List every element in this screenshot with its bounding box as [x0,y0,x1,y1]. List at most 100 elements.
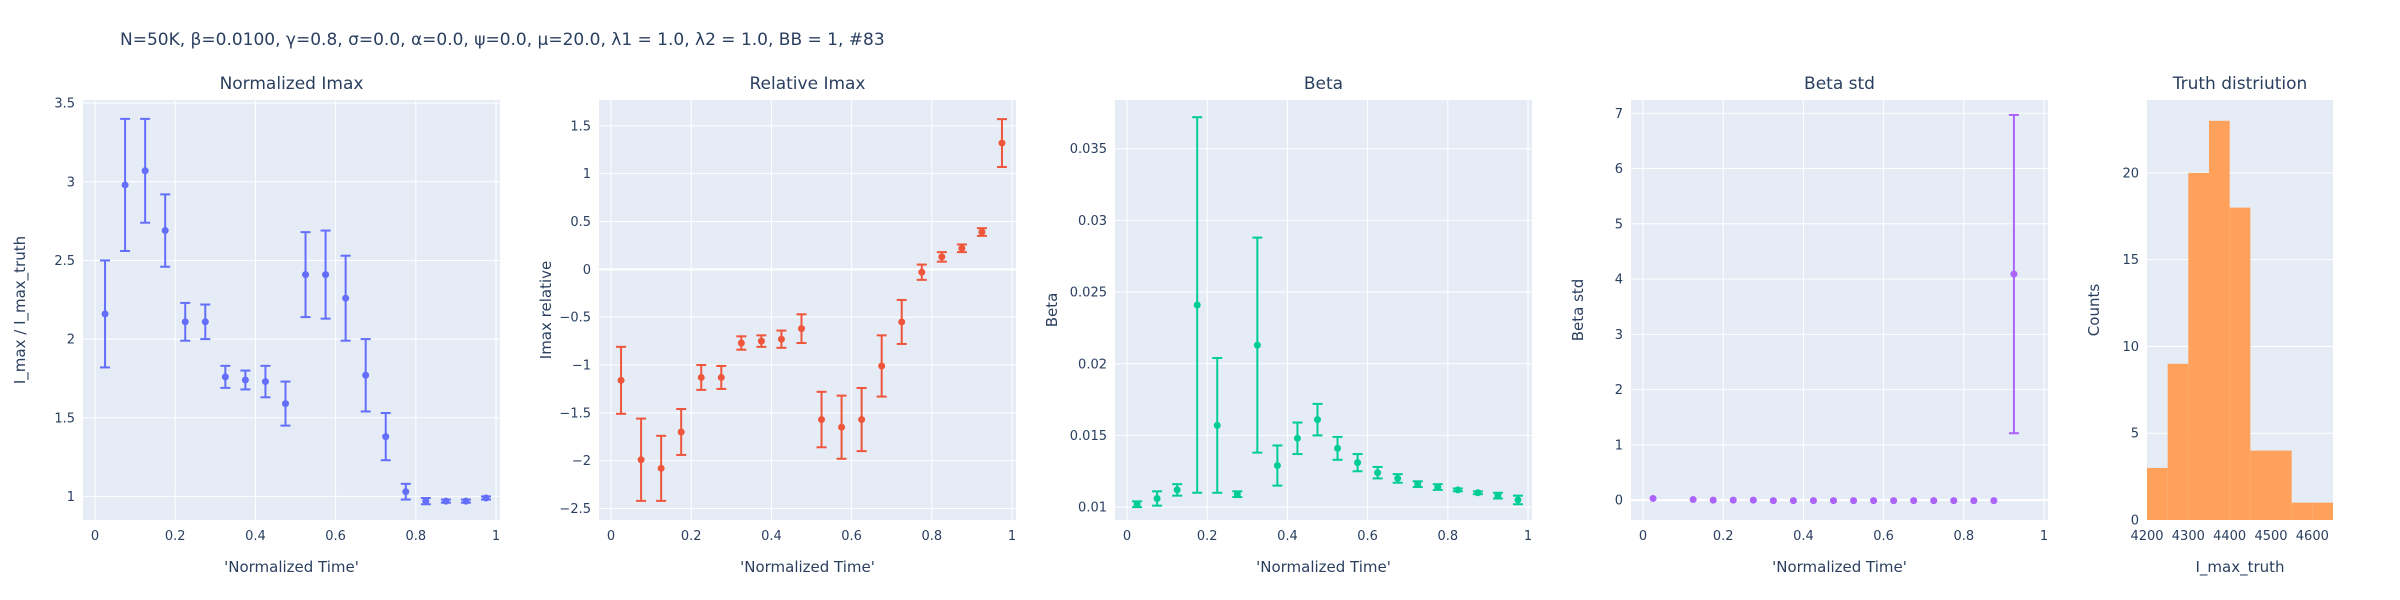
data-point [918,268,926,276]
data-point [1374,469,1382,477]
y-axis-label: Beta [1043,293,1061,328]
data-point [1173,486,1181,494]
data-point [1870,497,1878,505]
x-tick-label: 0.4 [245,529,266,544]
data-point [838,423,846,431]
subplot-5: 4200 4300 4400 4500 4600 0 5 10 15 20 Truth distri… [2085,74,2333,577]
y-tick-label: 15 [2122,253,2139,268]
y-tick-label: 1.5 [54,411,75,426]
data-point [1829,497,1837,505]
data-point [1990,497,1998,505]
data-point [1193,301,1201,309]
data-point [737,339,745,347]
data-point [1930,497,1938,505]
y-tick-label: −2 [572,454,591,469]
data-point [1789,497,1797,505]
data-point [1970,497,1978,505]
x-tick-label: 0.6 [841,529,862,544]
data-point [1313,416,1321,424]
histogram-bar [2229,207,2251,520]
data-point [422,497,430,505]
data-point [777,335,785,343]
y-tick-label: 0 [1615,494,1623,509]
data-point [797,325,805,333]
data-point [998,139,1006,147]
histogram-bar [2188,172,2209,520]
x-tick-label: 0.8 [1953,529,1974,544]
data-point [1354,459,1362,467]
subplot-title: Beta std [1804,74,1875,94]
x-tick-label: 0.8 [405,529,426,544]
x-tick-label: 0 [91,529,99,544]
y-axis-label: I_max / I_max_truth [11,236,30,384]
y-tick-label: 3 [67,175,75,190]
x-tick-label: 1 [1008,529,1016,544]
y-tick-label: 10 [2122,340,2139,355]
y-tick-label: 1.5 [570,119,591,134]
data-point [221,373,229,381]
data-point [1454,486,1462,494]
x-tick-label: 0.4 [1793,529,1814,544]
data-point [1414,480,1422,488]
y-tick-label: 6 [1615,162,1623,177]
x-tick-label: 0.4 [761,529,782,544]
y-tick-label: −2.5 [559,502,591,517]
x-axis-label: 'Normalized Time' [224,558,359,576]
x-tick-label: 0.2 [165,529,186,544]
data-point [322,271,330,279]
x-tick-label: 0 [607,529,615,544]
data-point [938,253,946,261]
data-point [181,318,189,326]
x-tick-label: 4300 [2172,529,2205,544]
data-point [1950,497,1958,505]
y-tick-label: −1 [572,359,591,374]
data-point [818,416,826,424]
data-point [717,373,725,381]
data-point [697,373,705,381]
data-point [1213,421,1221,429]
x-tick-label: 0.2 [1713,529,1734,544]
subplot-1: 0 0.2 0.4 0.6 0.8 1 1 1.5 2 2.5 3 3.5 Normalized Ima… [11,74,500,576]
histogram-bar [2209,120,2230,520]
y-tick-label: 1 [583,167,591,182]
data-point [281,400,289,408]
x-tick-label: 0.2 [681,529,702,544]
data-point [462,497,470,505]
data-point [302,271,310,279]
x-tick-label: 0.6 [1357,529,1378,544]
y-tick-label: 5 [1615,217,1623,232]
y-tick-label: 5 [2131,427,2139,442]
data-point [1153,494,1161,502]
y-tick-label: 20 [2122,166,2139,181]
y-axis-label: Imax relative [537,261,555,359]
y-tick-label: 0.035 [1070,142,1107,157]
data-point [261,378,269,386]
data-point [657,464,665,472]
y-tick-label: 0 [2131,514,2139,529]
data-point [241,376,249,384]
x-axis-label: 'Normalized Time' [740,558,875,576]
subplot-4: 0 0.2 0.4 0.6 0.8 1 0 1 2 3 4 5 6 7 Beta std 'Normalize… [1569,74,2048,576]
y-tick-label: 0.03 [1078,214,1107,229]
x-axis-label: 'Normalized Time' [1772,558,1907,576]
data-point [342,294,350,302]
y-tick-label: 2.5 [54,254,75,269]
subplot-title: Beta [1304,74,1343,94]
data-point [141,167,149,175]
x-tick-label: 4500 [2254,529,2287,544]
data-point [1334,444,1342,452]
y-tick-label: 2 [67,333,75,348]
data-point [101,310,109,318]
y-tick-label: 0.02 [1078,357,1107,372]
data-point [1434,483,1442,491]
x-tick-label: 0 [1639,529,1647,544]
data-point [442,497,450,505]
data-point [1850,497,1858,505]
y-tick-label: 0.01 [1078,501,1107,516]
figure-suptitle: N=50K, β=0.0100, γ=0.8, σ=0.0, α=0.0, ψ=… [120,30,885,50]
data-point [1910,497,1918,505]
y-tick-label: 0 [583,263,591,278]
data-point [958,244,966,252]
data-point [1729,496,1737,504]
y-tick-label: 0.015 [1070,429,1107,444]
